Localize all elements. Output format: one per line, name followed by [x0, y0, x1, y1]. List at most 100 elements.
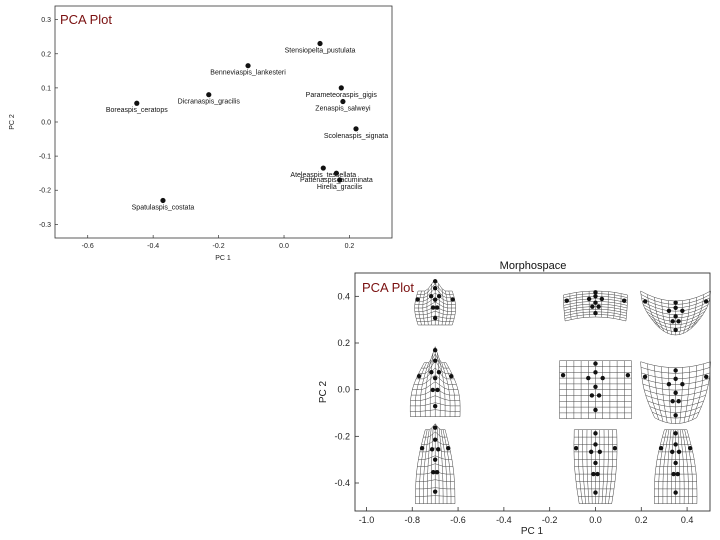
landmark-point — [642, 374, 648, 380]
pca-point-label: Parameteoraspis_gigis — [306, 92, 378, 99]
pca-point — [338, 85, 344, 91]
landmark-point — [593, 442, 598, 447]
landmark-point — [670, 399, 675, 404]
pca-y-tick-label: 0.2 — [41, 51, 51, 58]
pca-x-tick-label: -0.4 — [147, 243, 159, 250]
pca-y-tick-label: -0.1 — [39, 154, 51, 161]
grid-line — [642, 383, 709, 391]
grid-line — [645, 395, 706, 402]
pca-point-label: Boreaspis_ceratops — [106, 107, 168, 114]
grid-line — [646, 311, 706, 322]
grid-line — [415, 292, 455, 302]
pca-point — [160, 197, 166, 204]
pca-point-label: Hirella_gracilis — [317, 184, 363, 191]
morphospace-y-tick-label: 0.0 — [337, 385, 350, 395]
landmark-point — [432, 358, 438, 363]
landmark-point — [673, 300, 678, 305]
landmark-point — [430, 387, 435, 393]
grid-line — [411, 388, 460, 396]
landmark-point — [432, 297, 438, 302]
landmark-point — [673, 390, 678, 396]
pca-point — [333, 170, 339, 176]
landmark-point — [590, 304, 595, 309]
landmark-point — [599, 296, 605, 302]
pca-point-label: Ateleaspis_tessellata — [290, 172, 356, 179]
grid-line — [413, 374, 457, 385]
landmark-point — [676, 449, 682, 455]
pca-y-tick-label: 0.0 — [41, 120, 51, 127]
pca-plot-title: PCA Plot — [60, 12, 112, 27]
morphospace-plot-frame — [354, 272, 711, 512]
landmark-point — [593, 407, 598, 413]
landmark-point — [432, 425, 438, 430]
pca-point-label: Spatulaspis_costata — [132, 204, 195, 211]
morphospace-x-tick-label: 0.0 — [589, 515, 602, 525]
grid-line — [414, 301, 456, 309]
grid-line — [656, 324, 696, 336]
morphospace-shape-grid — [415, 423, 456, 504]
pca-x-tick-label: -0.6 — [82, 243, 94, 250]
pca-point — [245, 63, 251, 69]
morphospace-y-tick-label: -0.4 — [334, 478, 350, 488]
landmark-point — [432, 347, 438, 353]
pca-point — [353, 126, 359, 132]
morphospace-shape-grid — [640, 290, 711, 336]
landmark-point — [704, 374, 709, 380]
landmark-point — [434, 305, 440, 310]
landmark-point — [673, 442, 678, 447]
landmark-point — [593, 300, 598, 305]
grid-line — [423, 431, 447, 438]
landmark-point — [673, 368, 678, 373]
grid-line — [417, 463, 453, 467]
landmark-point — [680, 382, 685, 387]
landmark-point — [586, 375, 591, 381]
landmark-point — [435, 387, 440, 393]
grid-line — [421, 353, 449, 369]
pca-y-tick-label: -0.2 — [39, 188, 51, 195]
pca-point — [317, 40, 323, 47]
morphospace-title: Morphospace — [500, 260, 567, 272]
landmark-point — [593, 431, 598, 436]
grid-line — [415, 487, 455, 490]
pca-point-label: Benneviaspis_lankesteri — [210, 70, 286, 77]
landmark-point — [676, 399, 681, 404]
grid-line — [563, 298, 628, 304]
pca-point-label: Zenaspis_salweyi — [315, 106, 371, 113]
grid-line — [414, 306, 456, 312]
landmark-point — [416, 373, 422, 379]
morphospace-shape-grid — [563, 290, 628, 322]
landmark-point — [436, 447, 441, 452]
landmark-point — [612, 445, 618, 451]
grid-line — [647, 400, 704, 408]
pca-y-tick-label: 0.1 — [41, 85, 51, 92]
landmark-point — [449, 373, 454, 379]
landmark-point — [680, 308, 685, 313]
landmark-point — [432, 286, 438, 291]
grid-line — [418, 278, 453, 292]
morphospace-shape-grid — [414, 278, 456, 326]
morphospace-y-axis-label: PC 2 — [318, 380, 329, 403]
landmark-point — [593, 384, 598, 389]
morphospace-y-tick-label: -0.2 — [334, 431, 350, 441]
morphospace-shape-grid — [654, 429, 698, 504]
landmark-point — [593, 310, 598, 316]
grid-line — [647, 363, 660, 420]
pca-point-label: Pattenaspis_acuminata — [300, 177, 373, 184]
landmark-point — [673, 460, 678, 466]
grid-line — [418, 455, 452, 460]
landmark-point — [625, 372, 631, 378]
morphospace-x-ticks: -1.0 -0.8 -0.6 -0.4 -0.2 0.0 0.2 0.4 — [359, 507, 693, 525]
morphospace-x-tick-label: -0.8 — [405, 515, 421, 525]
pca-y-ticks: -0.3 -0.2 -0.1 0.0 0.1 0.2 0.3 — [39, 17, 58, 229]
grid-line — [414, 297, 456, 305]
grid-line — [417, 283, 454, 295]
grid-line — [412, 381, 458, 390]
morphospace-y-tick-label: 0.4 — [337, 291, 350, 301]
grid-line — [415, 495, 455, 497]
morphospace-overlay-label: PCA Plot — [362, 280, 414, 295]
grid-line — [654, 417, 697, 424]
landmark-point — [596, 393, 602, 398]
pca-point — [340, 98, 346, 105]
pca-point — [320, 165, 326, 171]
pca-x-axis-label: PC 1 — [215, 255, 231, 262]
